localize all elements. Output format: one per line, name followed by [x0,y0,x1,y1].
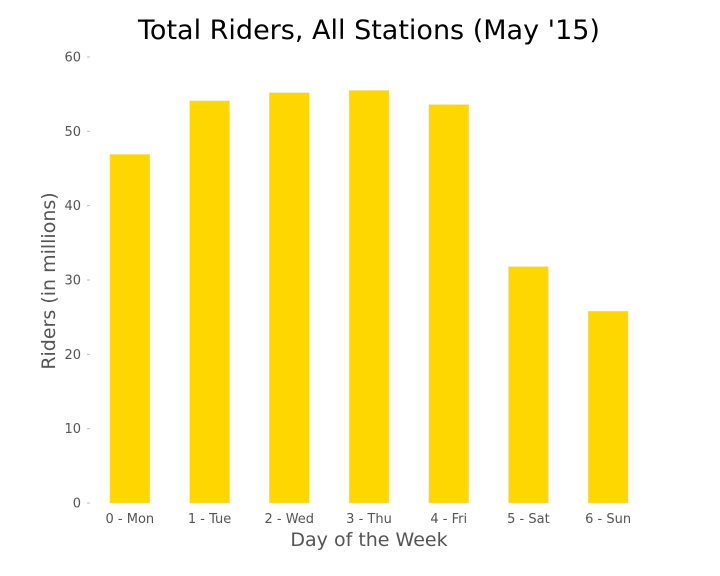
y-tick-label: 50 [64,125,81,140]
x-tick-label: 2 - Wed [264,512,314,527]
x-axis: 0 - Mon 1 - Tue 2 - Wed 3 - Thu 4 - Fri 5 - S… [106,512,632,527]
bar-5-sat [508,266,549,504]
bar-0-mon [109,154,151,504]
y-axis-label: Riders (in millions) [38,192,60,369]
x-tick-label: 1 - Tue [188,512,231,527]
x-tick-label: 4 - Fri [430,512,467,527]
bar-4-fri [428,104,469,504]
bar-2-wed [269,92,310,504]
chart-title: Total Riders, All Stations (May '15) [137,15,600,46]
bar-6-sun [587,310,629,504]
x-tick-label: 6 - Sun [585,512,631,527]
bar-3-thu [348,90,390,504]
bars-group [109,90,629,504]
y-axis: 0 10 20 30 40 50 60 [64,51,90,512]
y-tick-label: 40 [64,199,81,214]
bar-1-tue [189,100,230,504]
y-tick-label: 30 [64,274,81,289]
x-axis-label: Day of the Week [290,529,447,551]
x-tick-label: 3 - Thu [346,512,392,527]
y-tick-label: 10 [64,422,81,437]
x-tick-label: 0 - Mon [106,512,155,527]
y-tick-label: 20 [64,348,81,363]
x-tick-label: 5 - Sat [507,512,550,527]
y-tick-label: 0 [73,497,81,512]
y-tick-label: 60 [64,51,81,66]
